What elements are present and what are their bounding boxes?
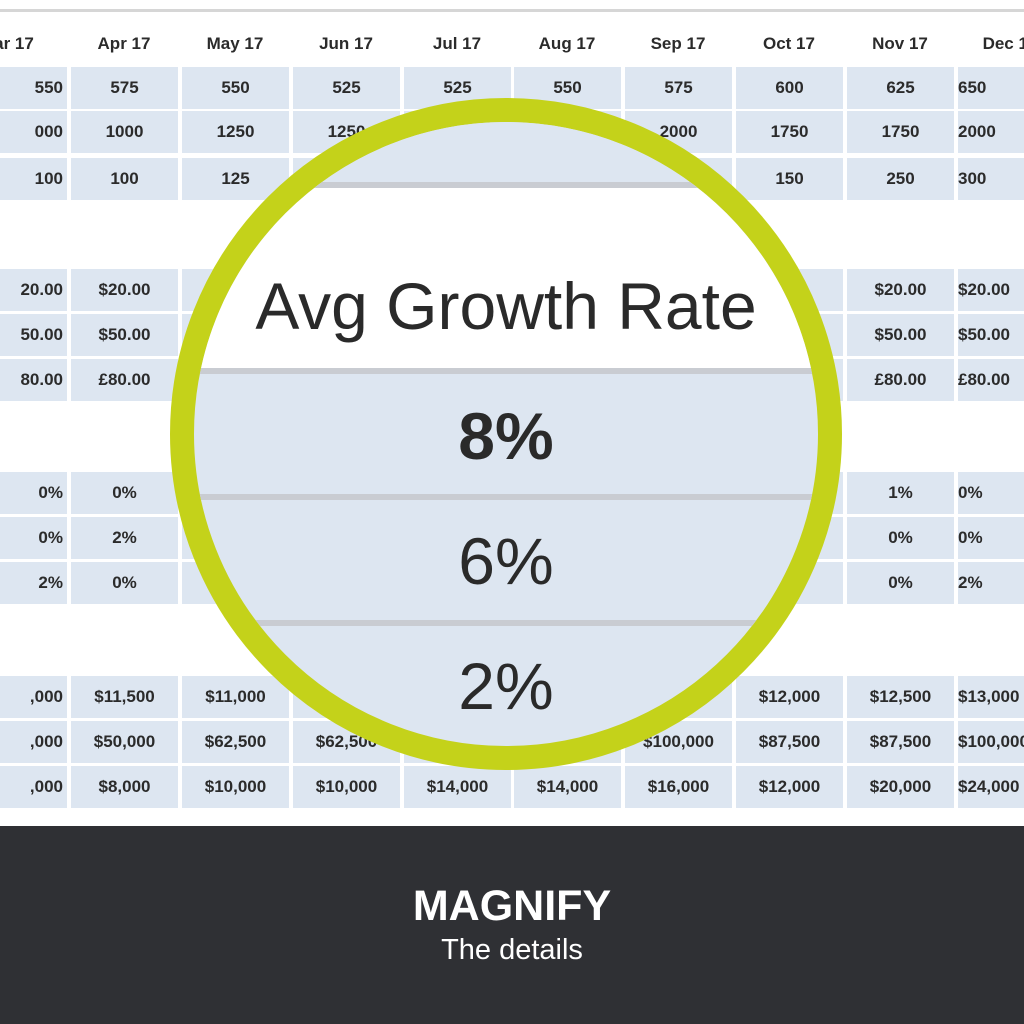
table-cell: 1000 — [71, 111, 178, 153]
table-cell: $50.00 — [847, 314, 954, 356]
column-header: Nov 17 — [872, 34, 928, 53]
table-cell: 550 — [182, 67, 289, 109]
table-cell: $10,000 — [182, 766, 289, 808]
table-cell: 0% — [958, 472, 1024, 514]
table-cell: $20.00 — [958, 269, 1024, 311]
table-cell: $11,000 — [182, 676, 289, 718]
column-header: Sep 17 — [650, 34, 706, 53]
magnifier-lens: Avg Growth Rate 8% 6% 2% — [170, 98, 842, 770]
column-header: Apr 17 — [97, 34, 151, 53]
lens-value: 6% — [458, 524, 554, 598]
table-cell: 525 — [293, 67, 400, 109]
table-cell: $10,000 — [293, 766, 400, 808]
table-top-border — [0, 9, 1024, 12]
table-cell: 000 — [0, 111, 67, 153]
table-cell: 0% — [958, 517, 1024, 559]
table-cell: 20.00 — [0, 269, 67, 311]
table-cell: 1% — [847, 472, 954, 514]
column-header: May 17 — [206, 34, 264, 53]
table-cell: 0% — [847, 517, 954, 559]
table-cell: ,000 — [0, 676, 67, 718]
table-cell: $13,000 — [958, 676, 1024, 718]
table-cell: $20.00 — [847, 269, 954, 311]
table-cell: 600 — [736, 67, 843, 109]
table-cell: ,000 — [0, 721, 67, 763]
column-header: Jul 17 — [432, 34, 482, 53]
column-header: Aug 17 — [538, 34, 596, 53]
table-cell: $50,000 — [71, 721, 178, 763]
table-cell: $62,500 — [182, 721, 289, 763]
table-cell: $14,000 — [404, 766, 511, 808]
lens-row-separator — [194, 182, 818, 188]
table-cell: £80.00 — [847, 359, 954, 401]
caption-banner: MAGNIFY The details — [0, 826, 1024, 1024]
lens-row-separator — [194, 368, 818, 374]
table-cell: 0% — [847, 562, 954, 604]
table-cell: 0% — [0, 472, 67, 514]
table-cell: $24,000 — [958, 766, 1024, 808]
table-cell: $50.00 — [958, 314, 1024, 356]
column-header: ar 17 — [0, 34, 34, 53]
table-cell: $87,500 — [847, 721, 954, 763]
spreadsheet-table: ar 17 Apr 17 May 17 Jun 17 Jul 17 Aug 17 Sep 1… — [0, 9, 1024, 808]
table-cell: 2% — [958, 562, 1024, 604]
table-cell: 550 — [0, 67, 67, 109]
table-cell: 100 — [0, 158, 67, 200]
table-cell: £80.00 — [71, 359, 178, 401]
lens-header-band — [194, 188, 818, 368]
lens-row-separator — [194, 494, 818, 500]
table-cell: 0% — [71, 562, 178, 604]
lens-cell-band — [194, 122, 818, 188]
table-cell: 2000 — [958, 111, 1024, 153]
table-cell: $14,000 — [514, 766, 621, 808]
table-cell: 2% — [71, 517, 178, 559]
table-cell: 2% — [0, 562, 67, 604]
table-cell: $87,500 — [736, 721, 843, 763]
table-cell: $8,000 — [71, 766, 178, 808]
table-cell: $50.00 — [71, 314, 178, 356]
column-header: Dec 17 — [982, 34, 1024, 53]
table-cell: 575 — [71, 67, 178, 109]
column-header: Oct 17 — [763, 34, 815, 53]
caption-title: MAGNIFY — [412, 882, 612, 930]
lens-row-separator — [194, 620, 818, 626]
table-cell: 650 — [958, 67, 1024, 109]
table-cell: $11,500 — [71, 676, 178, 718]
table-cell: 575 — [625, 67, 732, 109]
table-cell: $20.00 — [71, 269, 178, 311]
lens-value: 8% — [458, 399, 554, 473]
table-cell: $12,500 — [847, 676, 954, 718]
table-cell: £80.00 — [958, 359, 1024, 401]
table-cell: 50.00 — [0, 314, 67, 356]
table-cell: ,000 — [0, 766, 67, 808]
column-header: Jun 17 — [319, 34, 373, 53]
table-cell: $100,000 — [958, 721, 1024, 763]
lens-column-title: Avg Growth Rate — [255, 269, 757, 343]
table-cell: 250 — [847, 158, 954, 200]
caption-subtitle: The details — [441, 934, 583, 966]
table-cell: $12,000 — [736, 766, 843, 808]
table-cell: $16,000 — [625, 766, 732, 808]
table-cell: $20,000 — [847, 766, 954, 808]
table-cell: 0% — [0, 517, 67, 559]
table-cell: 80.00 — [0, 359, 67, 401]
table-cell: 0% — [71, 472, 178, 514]
table-cell: 625 — [847, 67, 954, 109]
lens-value: 2% — [458, 649, 554, 723]
table-cell: $12,000 — [736, 676, 843, 718]
table-cell: 1750 — [847, 111, 954, 153]
table-cell: 300 — [958, 158, 1024, 200]
table-cell: 100 — [71, 158, 178, 200]
